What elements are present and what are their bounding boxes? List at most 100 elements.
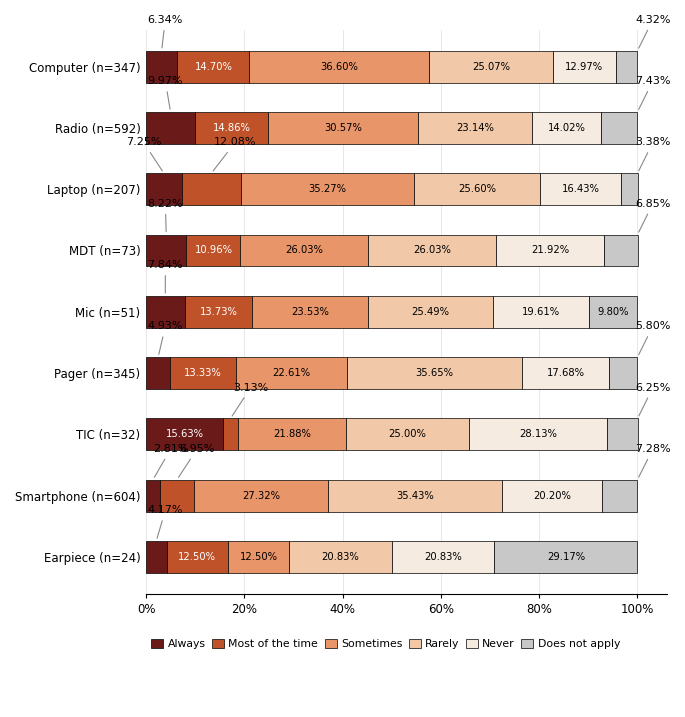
Text: 35.43%: 35.43%: [397, 490, 434, 500]
Bar: [553, 51, 616, 82]
Bar: [146, 51, 177, 82]
Text: 9.80%: 9.80%: [597, 307, 629, 317]
Text: 25.60%: 25.60%: [458, 184, 497, 194]
Bar: [347, 357, 522, 389]
Text: 28.13%: 28.13%: [519, 429, 557, 440]
Text: 7.28%: 7.28%: [635, 444, 671, 478]
Bar: [177, 51, 249, 82]
Text: 30.57%: 30.57%: [324, 123, 362, 133]
Text: 14.02%: 14.02%: [547, 123, 586, 133]
Legend: Always, Most of the time, Sometimes, Rarely, Never, Does not apply: Always, Most of the time, Sometimes, Rar…: [147, 635, 624, 653]
Bar: [502, 480, 601, 512]
Text: 13.73%: 13.73%: [199, 307, 237, 317]
Text: 21.92%: 21.92%: [531, 245, 569, 255]
Text: 12.50%: 12.50%: [178, 552, 216, 562]
Text: 6.25%: 6.25%: [635, 383, 671, 416]
Bar: [146, 357, 171, 389]
Text: 20.83%: 20.83%: [322, 552, 360, 562]
Bar: [469, 419, 607, 450]
Bar: [146, 174, 182, 205]
Text: 17.68%: 17.68%: [547, 368, 584, 378]
Bar: [166, 541, 228, 573]
Text: 12.08%: 12.08%: [213, 138, 256, 171]
Bar: [171, 357, 236, 389]
Bar: [601, 480, 638, 512]
Bar: [240, 234, 369, 267]
Text: 36.60%: 36.60%: [321, 62, 358, 72]
Bar: [195, 112, 268, 144]
Bar: [540, 174, 621, 205]
Text: 35.27%: 35.27%: [309, 184, 347, 194]
Bar: [589, 296, 638, 328]
Bar: [249, 51, 429, 82]
Bar: [252, 296, 368, 328]
Text: 7.84%: 7.84%: [147, 260, 183, 293]
Bar: [228, 541, 289, 573]
Bar: [268, 112, 419, 144]
Bar: [493, 296, 589, 328]
Text: 13.33%: 13.33%: [184, 368, 222, 378]
Bar: [146, 541, 166, 573]
Text: 20.20%: 20.20%: [533, 490, 571, 500]
Bar: [223, 419, 238, 450]
Bar: [616, 51, 638, 82]
Text: 14.70%: 14.70%: [195, 62, 232, 72]
Text: 4.32%: 4.32%: [635, 15, 671, 48]
Bar: [146, 419, 223, 450]
Text: 3.13%: 3.13%: [232, 383, 269, 416]
Text: 26.03%: 26.03%: [413, 245, 451, 255]
Text: 21.88%: 21.88%: [273, 429, 311, 440]
Text: 35.65%: 35.65%: [416, 368, 453, 378]
Text: 4.17%: 4.17%: [147, 505, 183, 538]
Text: 23.53%: 23.53%: [291, 307, 329, 317]
Text: 7.43%: 7.43%: [635, 76, 671, 110]
Text: 12.50%: 12.50%: [240, 552, 277, 562]
Bar: [419, 112, 532, 144]
Bar: [186, 234, 240, 267]
Bar: [289, 541, 392, 573]
Text: 3.38%: 3.38%: [635, 138, 671, 171]
Text: 7.25%: 7.25%: [126, 138, 162, 171]
Text: 6.95%: 6.95%: [179, 444, 215, 478]
Text: 6.34%: 6.34%: [147, 15, 183, 48]
Bar: [146, 234, 186, 267]
Bar: [392, 541, 494, 573]
Text: 15.63%: 15.63%: [166, 429, 203, 440]
Text: 25.07%: 25.07%: [472, 62, 510, 72]
Bar: [609, 357, 638, 389]
Bar: [621, 174, 638, 205]
Text: 20.83%: 20.83%: [424, 552, 462, 562]
Bar: [182, 174, 241, 205]
Bar: [601, 112, 638, 144]
Bar: [236, 357, 347, 389]
Bar: [346, 419, 469, 450]
Bar: [607, 419, 638, 450]
Bar: [328, 480, 502, 512]
Text: 27.32%: 27.32%: [242, 490, 280, 500]
Bar: [522, 357, 609, 389]
Bar: [494, 541, 638, 573]
Text: 2.81%: 2.81%: [153, 444, 188, 478]
Text: 8.22%: 8.22%: [147, 199, 183, 232]
Text: 29.17%: 29.17%: [547, 552, 585, 562]
Bar: [532, 112, 601, 144]
Text: 19.61%: 19.61%: [522, 307, 560, 317]
Text: 25.00%: 25.00%: [388, 429, 426, 440]
Bar: [238, 419, 346, 450]
Text: 14.86%: 14.86%: [212, 123, 251, 133]
Text: 26.03%: 26.03%: [286, 245, 323, 255]
Text: 25.49%: 25.49%: [411, 307, 449, 317]
Bar: [146, 112, 195, 144]
Bar: [368, 296, 493, 328]
Text: 6.85%: 6.85%: [635, 199, 671, 232]
Bar: [604, 234, 638, 267]
Bar: [160, 480, 194, 512]
Text: 22.61%: 22.61%: [272, 368, 310, 378]
Bar: [369, 234, 496, 267]
Text: 9.97%: 9.97%: [147, 76, 183, 109]
Bar: [496, 234, 604, 267]
Bar: [414, 174, 540, 205]
Text: 4.93%: 4.93%: [147, 321, 183, 354]
Text: 12.97%: 12.97%: [565, 62, 603, 72]
Text: 16.43%: 16.43%: [562, 184, 599, 194]
